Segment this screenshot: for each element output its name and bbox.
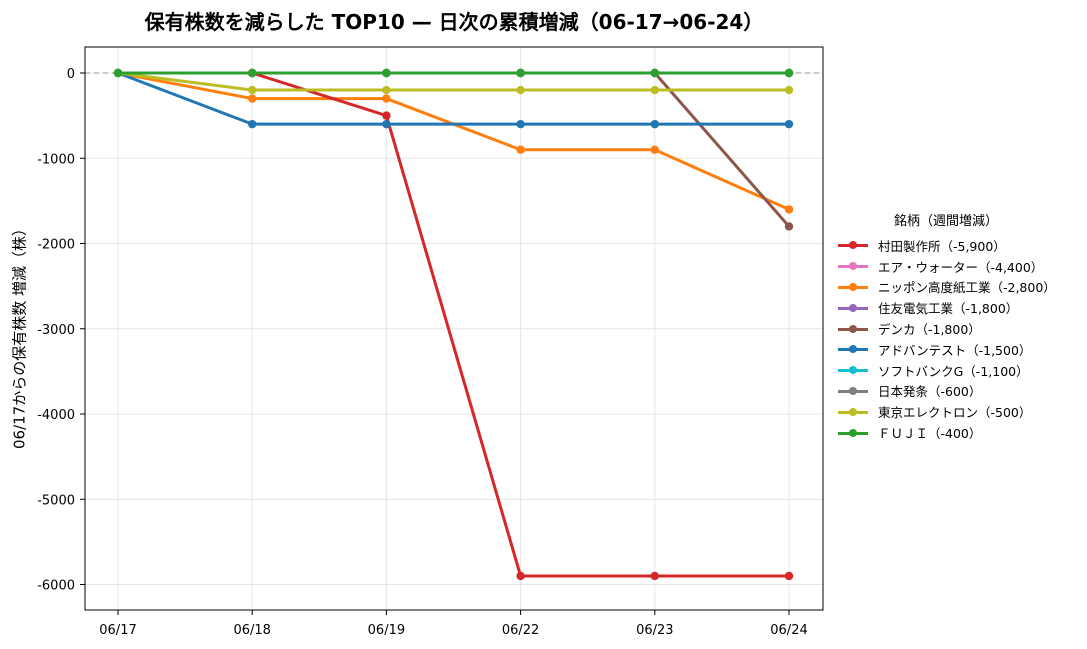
data-point	[784, 205, 794, 214]
legend-title: 銘柄（週間増減）	[893, 214, 998, 229]
series-line	[117, 71, 789, 126]
legend-label: 日本発条（-600）	[878, 384, 982, 400]
series-0	[113, 68, 794, 581]
y-tick-label: -2000	[37, 238, 75, 253]
data-point	[382, 111, 391, 120]
data-point	[784, 571, 794, 581]
legend: 銘柄（週間増減） 村田製作所（-5,900） エア・ウォーター（-4,400） ニッ…	[836, 210, 1056, 443]
legend-swatch	[836, 406, 870, 418]
legend-swatch	[836, 427, 870, 439]
legend-swatch	[836, 364, 870, 376]
series-line	[118, 71, 789, 578]
y-tick-label: -5000	[37, 493, 75, 508]
data-point	[784, 85, 794, 95]
legend-item: ニッポン高度紙工業（-2,800）	[836, 277, 1056, 298]
legend-label: 住友電気工業（-1,800）	[878, 301, 1019, 317]
legend-swatch	[836, 281, 870, 293]
x-tick-label: 06/22	[502, 623, 539, 638]
data-point	[382, 119, 391, 129]
y-tick-label: -4000	[37, 408, 75, 423]
data-point	[784, 119, 794, 129]
data-point	[382, 85, 391, 95]
data-point	[248, 94, 257, 103]
data-point	[516, 571, 525, 581]
data-point	[382, 68, 391, 78]
series-9	[113, 68, 794, 78]
y-tick-label: 0	[67, 67, 75, 82]
data-point	[248, 85, 257, 95]
x-tick-label: 06/19	[368, 623, 405, 638]
legend-item: 村田製作所（-5,900）	[836, 235, 1056, 256]
legend-label: アドバンテスト（-1,500）	[878, 342, 1032, 358]
legend-label: ニッポン高度紙工業（-2,800）	[878, 280, 1056, 296]
legend-label: エア・ウォーター（-4,400）	[878, 259, 1044, 275]
legend-swatch	[836, 323, 870, 335]
series-8	[113, 68, 794, 95]
data-point	[113, 68, 123, 78]
data-point	[382, 94, 391, 103]
legend-swatch	[836, 302, 870, 314]
x-tick-label: 06/23	[636, 623, 673, 638]
legend-label: デンカ（-1,800）	[878, 322, 981, 338]
data-point	[650, 145, 659, 154]
data-point	[784, 68, 794, 78]
series-line	[117, 71, 790, 211]
legend-swatch	[836, 260, 870, 272]
legend-swatch	[836, 343, 870, 355]
data-point	[516, 145, 525, 154]
legend-swatch	[836, 385, 870, 397]
data-point	[516, 68, 525, 78]
data-point	[516, 85, 525, 95]
legend-item: デンカ（-1,800）	[836, 318, 1056, 339]
data-point	[650, 571, 659, 581]
legend-label: 東京エレクトロン（-500）	[878, 405, 1032, 421]
x-tick-label: 06/18	[233, 623, 270, 638]
legend-label: ＦＵＪＩ（-400）	[878, 426, 982, 442]
data-point	[650, 68, 659, 78]
legend-item: アドバンテスト（-1,500）	[836, 339, 1056, 360]
legend-label: ソフトバンクG（-1,100）	[878, 363, 1029, 379]
legend-swatch	[836, 239, 870, 251]
data-point	[784, 222, 794, 231]
legend-item: ソフトバンクG（-1,100）	[836, 360, 1056, 381]
series-line	[117, 71, 789, 92]
legend-item: エア・ウォーター（-4,400）	[836, 256, 1056, 277]
x-tick-label: 06/17	[99, 623, 136, 638]
legend-item: ＦＵＪＩ（-400）	[836, 422, 1056, 443]
data-point	[516, 119, 525, 129]
y-tick-label: -1000	[37, 152, 75, 167]
legend-label: 村田製作所（-5,900）	[878, 238, 1006, 254]
legend-item: 東京エレクトロン（-500）	[836, 401, 1056, 422]
legend-item: 日本発条（-600）	[836, 381, 1056, 402]
data-point	[248, 68, 257, 78]
y-tick-label: -3000	[37, 323, 75, 338]
chart-title: 保有株数を減らした TOP10 — 日次の累積増減（06-17→06-24）	[144, 10, 764, 34]
legend-item: 住友電気工業（-1,800）	[836, 297, 1056, 318]
data-point	[650, 119, 659, 129]
x-tick-label: 06/24	[770, 623, 807, 638]
series-line	[118, 71, 791, 228]
y-tick-label: -6000	[37, 579, 75, 594]
series-5	[113, 68, 794, 129]
data-point	[650, 85, 659, 95]
data-point	[248, 119, 257, 129]
